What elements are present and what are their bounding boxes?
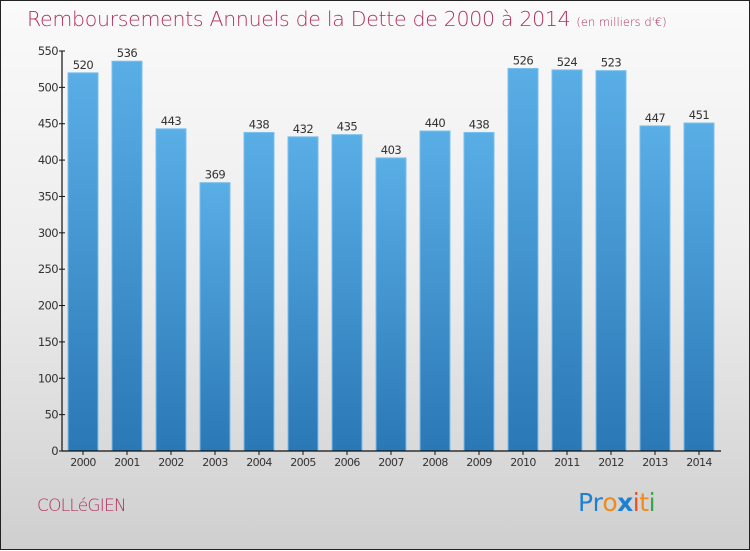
logo-letter: t xyxy=(639,488,649,517)
y-tick-label: 550 xyxy=(38,44,58,58)
y-tick-label: 500 xyxy=(38,80,58,94)
y-tick-label: 350 xyxy=(38,189,58,203)
bar-value-label: 451 xyxy=(689,108,710,122)
y-tick-label: 250 xyxy=(38,262,58,276)
x-tick-label: 2010 xyxy=(510,456,536,469)
bar-2001 xyxy=(111,60,143,452)
logo-letter: i xyxy=(648,488,656,517)
bar-value-label: 435 xyxy=(337,120,358,134)
bar-2010 xyxy=(507,67,539,452)
x-tick-label: 2007 xyxy=(378,456,404,469)
bar-2013 xyxy=(639,125,671,452)
bar-2011 xyxy=(551,69,583,452)
chart-title-unit: (en milliers d'€) xyxy=(576,15,667,29)
logo-letter: o xyxy=(602,488,618,517)
x-tick-label: 2005 xyxy=(290,456,316,469)
x-tick-label: 2000 xyxy=(70,456,96,469)
chart-title-main: Remboursements Annuels de la Dette de 20… xyxy=(27,7,571,31)
bar-value-label: 403 xyxy=(381,143,402,157)
y-tick-label: 300 xyxy=(38,226,58,240)
x-tick-label: 2012 xyxy=(598,456,624,469)
bar-2008 xyxy=(419,130,451,452)
x-tick-label: 2014 xyxy=(686,456,712,469)
y-axis: 0 50 100 150 200 250 300 350 400 450 500 550 xyxy=(38,44,65,458)
bars-group xyxy=(67,60,715,452)
y-tick-label: 150 xyxy=(38,335,58,349)
logo-letter: x xyxy=(617,488,633,517)
x-tick-label: 2001 xyxy=(114,456,140,469)
x-axis: 2000 2001 2002 2003 2004 2005 2006 2007 2008 2009… xyxy=(62,450,721,469)
bar-value-label: 438 xyxy=(249,117,270,131)
x-tick-label: 2009 xyxy=(466,456,492,469)
bar-2007 xyxy=(375,157,407,452)
x-tick-label: 2011 xyxy=(554,456,580,469)
y-tick-label: 0 xyxy=(51,444,58,458)
bar-2014 xyxy=(683,122,715,452)
bar-2005 xyxy=(287,136,319,452)
bar-value-label: 369 xyxy=(205,168,226,182)
bar-value-label: 536 xyxy=(117,46,138,60)
x-tick-label: 2006 xyxy=(334,456,360,469)
logo-letter: r xyxy=(592,488,603,517)
bar-value-label: 520 xyxy=(73,58,94,72)
bar-value-label: 524 xyxy=(557,55,578,69)
bar-2006 xyxy=(331,134,363,452)
bar-2012 xyxy=(595,70,627,452)
logo-letter: P xyxy=(578,488,593,517)
chart-title: Remboursements Annuels de la Dette de 20… xyxy=(27,7,667,31)
bar-2002 xyxy=(155,128,187,452)
x-tick-label: 2004 xyxy=(246,456,272,469)
bar-value-label: 447 xyxy=(645,111,666,125)
bar-value-label: 438 xyxy=(469,117,490,131)
y-tick-label: 450 xyxy=(38,117,58,131)
y-tick-label: 50 xyxy=(45,408,59,422)
logo-letter: i xyxy=(632,488,640,517)
x-tick-label: 2013 xyxy=(642,456,668,469)
x-tick-label: 2002 xyxy=(158,456,184,469)
bar-2000 xyxy=(67,72,99,452)
x-tick-label: 2003 xyxy=(202,456,228,469)
bar-value-label: 440 xyxy=(425,116,446,130)
x-tick-label: 2008 xyxy=(422,456,448,469)
bar-labels-group: 520 536 443 369 438 432 435 403 440 438 526 524 523 4… xyxy=(73,46,710,181)
bar-value-label: 443 xyxy=(161,114,182,128)
bar-2004 xyxy=(243,131,275,452)
y-tick-label: 200 xyxy=(38,299,58,313)
bar-value-label: 432 xyxy=(293,122,314,136)
bar-value-label: 526 xyxy=(513,53,534,67)
y-tick-label: 400 xyxy=(38,153,58,167)
y-tick-label: 100 xyxy=(38,371,58,385)
bar-value-label: 523 xyxy=(601,56,622,70)
proxiti-logo: Proxiti xyxy=(578,488,656,517)
commune-name: COLLéGIEN xyxy=(37,496,127,516)
bar-2003 xyxy=(199,182,231,452)
bar-2009 xyxy=(463,131,495,452)
